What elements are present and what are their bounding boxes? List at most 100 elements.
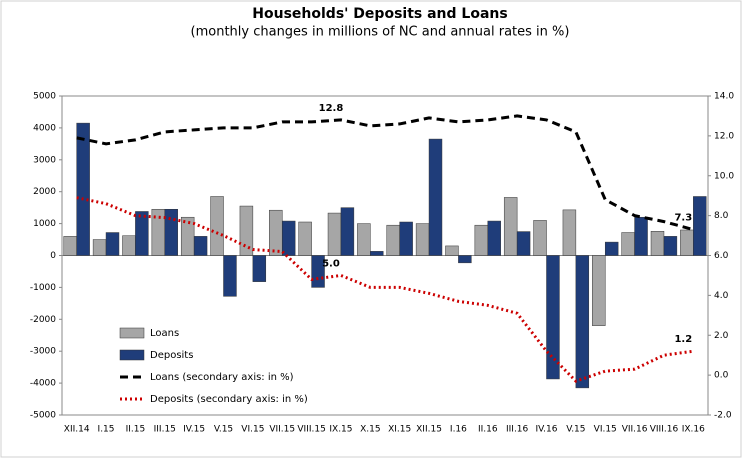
bar bbox=[445, 245, 459, 256]
bar bbox=[193, 236, 208, 256]
legend-label: Loans bbox=[150, 328, 179, 339]
bar bbox=[63, 236, 77, 256]
y-tick-label: -3000 bbox=[30, 347, 56, 357]
bar bbox=[135, 211, 149, 256]
bar bbox=[415, 223, 430, 256]
bar bbox=[399, 221, 413, 256]
x-tick-label: VII.15 bbox=[269, 425, 295, 435]
bar bbox=[386, 224, 400, 256]
y2-tick-label: 6.0 bbox=[714, 251, 729, 261]
y-tick-label: -5000 bbox=[30, 411, 56, 421]
x-tick-label: IV.16 bbox=[536, 425, 558, 435]
chart-subtitle: (monthly changes in millions of NC and a… bbox=[191, 25, 570, 40]
data-label: 5.0 bbox=[322, 258, 340, 269]
bar bbox=[252, 255, 267, 282]
bar bbox=[164, 208, 178, 256]
legend-label: Deposits (secondary axis: in %) bbox=[150, 394, 308, 405]
x-tick-label: X.15 bbox=[360, 425, 380, 435]
x-tick-label: IV.15 bbox=[183, 425, 205, 435]
chart-title: Households' Deposits and Loans bbox=[252, 6, 507, 22]
bar bbox=[428, 138, 443, 256]
x-tick-label: VII.16 bbox=[622, 425, 648, 435]
bar bbox=[503, 197, 518, 256]
y2-tick-label: 2.0 bbox=[714, 331, 729, 341]
x-tick-label: V.15 bbox=[566, 425, 585, 435]
x-tick-label: I.16 bbox=[450, 425, 467, 435]
bar bbox=[487, 220, 501, 256]
x-tick-label: VIII.15 bbox=[297, 425, 325, 435]
bar bbox=[693, 196, 707, 256]
bar bbox=[604, 241, 619, 256]
x-tick-label: II.15 bbox=[126, 425, 146, 435]
y-tick-label: 0 bbox=[50, 251, 56, 261]
bar bbox=[516, 231, 531, 256]
x-tick-label: VIII.16 bbox=[650, 425, 679, 435]
bar bbox=[533, 220, 547, 256]
y2-tick-label: 12.0 bbox=[714, 131, 734, 141]
bar bbox=[592, 255, 606, 326]
y2-tick-label: 8.0 bbox=[714, 211, 729, 221]
x-tick-label: VI.15 bbox=[241, 425, 264, 435]
bar bbox=[92, 239, 107, 256]
x-tick-label: II.16 bbox=[478, 425, 498, 435]
bar bbox=[634, 216, 648, 256]
bar bbox=[180, 216, 195, 256]
x-tick-label: III.16 bbox=[506, 425, 529, 435]
bar bbox=[105, 232, 120, 256]
bar bbox=[663, 236, 678, 256]
y2-tick-label: 14.0 bbox=[714, 92, 734, 102]
bar bbox=[650, 231, 665, 256]
bar bbox=[298, 221, 312, 256]
y-tick-label: 2000 bbox=[33, 187, 56, 197]
legend-label: Loans (secondary axis: in %) bbox=[150, 372, 294, 383]
bar bbox=[546, 255, 560, 380]
legend-label: Deposits bbox=[150, 350, 193, 361]
bar bbox=[370, 251, 384, 256]
bar bbox=[269, 209, 283, 256]
data-label: 1.2 bbox=[674, 334, 692, 345]
x-tick-label: I.15 bbox=[98, 425, 115, 435]
x-tick-label: IX.16 bbox=[682, 425, 705, 435]
bar bbox=[474, 224, 489, 256]
bar bbox=[281, 220, 296, 256]
bar bbox=[340, 207, 355, 256]
y-tick-label: -4000 bbox=[30, 379, 56, 389]
x-tick-label: XII.15 bbox=[416, 425, 442, 435]
x-tick-label: IX.15 bbox=[329, 425, 352, 435]
bar bbox=[210, 196, 224, 256]
bar bbox=[76, 122, 90, 256]
y2-tick-label: 4.0 bbox=[714, 291, 729, 301]
bar bbox=[239, 205, 254, 256]
y-tick-label: 5000 bbox=[33, 92, 56, 102]
x-tick-label: XI.15 bbox=[388, 425, 411, 435]
x-tick-label: VI.15 bbox=[594, 425, 617, 435]
bar bbox=[122, 235, 136, 256]
y-tick-label: -2000 bbox=[30, 315, 56, 325]
y-tick-label: -1000 bbox=[30, 283, 56, 293]
bar bbox=[311, 255, 325, 288]
y-tick-label: 4000 bbox=[33, 123, 56, 133]
legend-swatch bbox=[119, 349, 145, 361]
y2-tick-label: 0.0 bbox=[714, 371, 729, 381]
data-label: 12.8 bbox=[319, 103, 344, 114]
y-tick-label: 1000 bbox=[33, 219, 56, 229]
bar bbox=[575, 255, 590, 389]
x-tick-label: III.15 bbox=[154, 425, 176, 435]
y2-tick-label: -2.0 bbox=[714, 411, 732, 421]
x-tick-label: XII.14 bbox=[64, 425, 90, 435]
bar bbox=[562, 209, 577, 256]
y2-tick-label: 10.0 bbox=[714, 171, 734, 181]
bar bbox=[621, 232, 635, 256]
bar bbox=[357, 223, 371, 256]
line bbox=[76, 196, 694, 383]
bar bbox=[680, 229, 694, 256]
bar bbox=[458, 255, 472, 264]
legend-swatch bbox=[119, 327, 145, 339]
data-label: 7.3 bbox=[674, 213, 692, 224]
bar bbox=[327, 212, 342, 256]
line bbox=[76, 114, 694, 232]
x-tick-label: V.15 bbox=[214, 425, 233, 435]
y-tick-label: 3000 bbox=[33, 155, 56, 165]
